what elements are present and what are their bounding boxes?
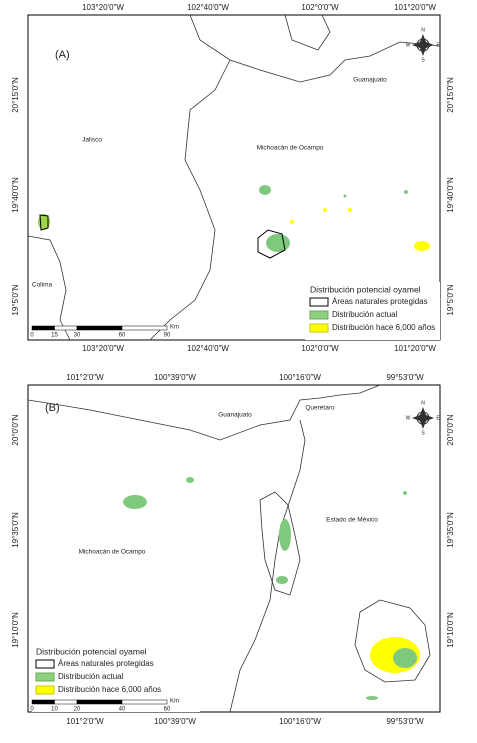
right-tick-label: 19°35'0"N (446, 512, 455, 548)
distribution (38, 185, 430, 259)
top-tick-label: 99°53'0"W (386, 373, 424, 382)
right-tick-label: 19°10'0"N (446, 612, 455, 648)
left-tick-label: 20°15'0"N (11, 77, 20, 113)
panel-label: (A) (55, 49, 70, 61)
region-label: Michoacán de Ocampo (257, 145, 324, 152)
region-label: Colima (32, 282, 53, 289)
legend-swatch (309, 310, 329, 320)
top-tick-label: 102°40'0"W (187, 3, 229, 12)
bottom-tick-label: 99°53'0"W (386, 717, 424, 726)
region-label: Guanajuato (353, 77, 387, 84)
compass-letter: S (421, 430, 425, 436)
region-label: Estado de México (326, 517, 378, 524)
left-tick-label: 19°35'0"N (11, 512, 20, 548)
legend-swatch (35, 659, 55, 669)
panel-label: (B) (45, 402, 60, 414)
scale-label: 0 (30, 333, 34, 339)
legend-swatch (309, 323, 329, 333)
scale-label: 90 (164, 333, 171, 339)
scale-label: 15 (51, 333, 58, 339)
legend-item: Áreas naturales protegidas (58, 659, 154, 668)
scale-label: 40 (119, 707, 126, 713)
compass-letter: N (421, 400, 425, 406)
legend-item: Distribución hace 6,000 años (58, 685, 161, 694)
bottom-tick-label: 101°20'0"W (394, 344, 436, 353)
scale-segment (31, 699, 55, 705)
bottom-tick-label: 102°0'0"W (301, 344, 339, 353)
compass-ring (416, 38, 430, 52)
top-tick-label: 101°2'0"W (66, 373, 104, 382)
region-label: Jalisco (82, 137, 102, 144)
bottom-tick-label: 102°40'0"W (187, 344, 229, 353)
region-label: Michoacán de Ocampo (79, 549, 146, 556)
scale-segment (121, 325, 168, 331)
boundaries (27, 14, 441, 341)
left-tick-label: 19°40'0"N (11, 177, 20, 213)
right-tick-label: 19°40'0"N (446, 177, 455, 213)
top-tick-label: 101°20'0"W (394, 3, 436, 12)
bottom-tick-label: 100°39'0"W (154, 717, 196, 726)
legend-swatch (35, 685, 55, 695)
right-tick-label: 20°0'0"N (446, 414, 455, 445)
scale-unit: Km (170, 699, 179, 705)
left-tick-label: 19°5'0"N (11, 284, 20, 315)
top-tick-label: 100°16'0"W (279, 373, 321, 382)
scale-segment (54, 325, 78, 331)
scale-label: 30 (74, 333, 81, 339)
legend-item: Áreas naturales protegidas (332, 297, 428, 306)
legend-item: Distribución hace 6,000 años (332, 323, 435, 332)
compass-letter: N (421, 27, 425, 33)
scale-label: 60 (164, 707, 171, 713)
scale-label: 20 (74, 707, 81, 713)
legend-item: Distribución actual (58, 672, 124, 681)
scale-segment (76, 699, 123, 705)
top-tick-label: 100°39'0"W (154, 373, 196, 382)
scale-label: 60 (119, 333, 126, 339)
scale-unit: Km (170, 325, 179, 331)
right-tick-label: 19°5'0"N (446, 284, 455, 315)
compass-letter: W (406, 415, 411, 421)
legend-swatch (309, 297, 329, 307)
distribution (123, 477, 420, 700)
compass-ring (416, 411, 430, 425)
compass-letter: S (421, 57, 425, 63)
compass-rose (412, 407, 434, 429)
bottom-tick-label: 103°20'0"W (82, 344, 124, 353)
scale-segment (54, 699, 78, 705)
legend-swatch (35, 672, 55, 682)
right-tick-label: 20°15'0"N (446, 77, 455, 113)
scale-label: 0 (30, 707, 34, 713)
left-tick-label: 19°10'0"N (11, 612, 20, 648)
compass-rose (412, 34, 434, 56)
region-label: Querétaro (305, 405, 335, 412)
bottom-tick-label: 101°2'0"W (66, 717, 104, 726)
boundaries (27, 384, 431, 713)
scale-label: 10 (51, 707, 58, 713)
compass-letter: W (406, 42, 411, 48)
top-tick-label: 102°0'0"W (301, 3, 339, 12)
legend-item: Distribución actual (332, 310, 398, 319)
legend-title: Distribución potencial oyamel (36, 646, 147, 656)
scale-segment (31, 325, 55, 331)
scale-segment (76, 325, 123, 331)
left-tick-label: 20°0'0"N (11, 414, 20, 445)
top-tick-label: 103°20'0"W (82, 3, 124, 12)
compass-letter: E (436, 42, 440, 48)
legend-title: Distribución potencial oyamel (310, 284, 421, 294)
region-label: Guanajuato (218, 412, 252, 419)
scale-segment (121, 699, 168, 705)
compass-letter: E (436, 415, 440, 421)
bottom-tick-label: 100°16'0"W (279, 717, 321, 726)
